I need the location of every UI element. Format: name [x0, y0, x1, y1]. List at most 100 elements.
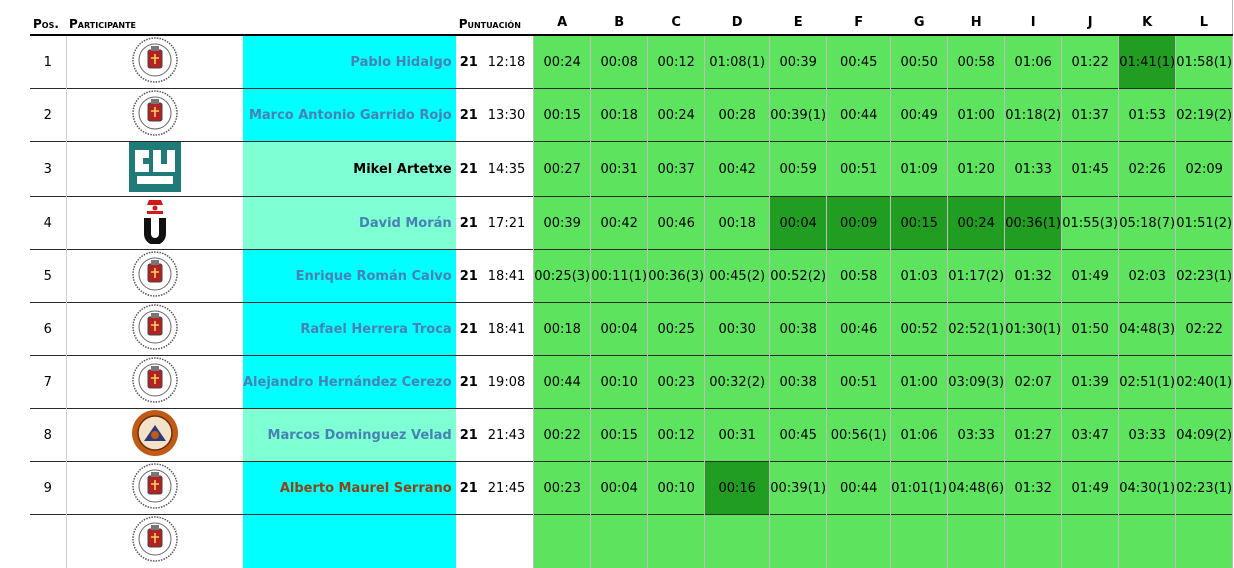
problem-cell-h: 03:33 [947, 408, 1005, 462]
participant-name[interactable]: David Morán [243, 196, 456, 250]
problem-cell-a: 00:44 [533, 355, 591, 409]
score-cell: 21 14:35 [455, 141, 534, 197]
participant-name[interactable]: Pablo Hidalgo [243, 34, 456, 89]
uned-logo-icon [66, 196, 243, 250]
problem-cell-b: 00:08 [590, 34, 648, 89]
position-cell [30, 514, 67, 568]
problem-cell-e [769, 514, 827, 568]
problem-cell-d: 00:42 [704, 141, 770, 197]
problem-cell-j: 01:37 [1061, 88, 1119, 142]
problem-cell-c: 00:23 [647, 355, 705, 409]
header-problem-c: C [647, 0, 705, 36]
header-participant: Participante [66, 0, 243, 36]
participant-name[interactable]: Marco Antonio Garrido Rojo [243, 88, 456, 142]
participant-name[interactable]: Alejandro Hernández Cerezo [243, 355, 456, 409]
ehu-logo-icon [66, 141, 243, 197]
problem-cell-j [1061, 514, 1119, 568]
problem-cell-f: 00:51 [826, 141, 891, 197]
score-cell: 21 18:41 [455, 302, 534, 356]
participant-name[interactable] [243, 514, 456, 568]
problem-cell-k: 05:18(7) [1118, 196, 1176, 250]
problem-cell-a: 00:18 [533, 302, 591, 356]
header-problem-f: F [826, 0, 891, 36]
table-row: 3 Mikel Artetxe 21 14:35 00:27 00:31 00:37 00:4… [30, 141, 1234, 197]
problem-cell-i: 01:32 [1004, 249, 1062, 303]
problem-cell-d: 01:08(1) [704, 34, 770, 89]
problem-cell-d: 00:18 [704, 196, 770, 250]
problem-cell-b: 00:04 [590, 302, 648, 356]
ucm-seal-icon [66, 249, 243, 303]
header-problem-j: J [1061, 0, 1119, 36]
header-problem-h: H [947, 0, 1005, 36]
solved-count: 21 [459, 107, 478, 123]
solved-count: 21 [459, 427, 478, 443]
table-row: 5 Enrique Román Calvo 21 18:41 00:25(3) 00:11… [30, 249, 1234, 303]
problem-cell-g: 01:06 [890, 408, 948, 462]
penalty-time: 18:41 [487, 268, 526, 284]
ucm-seal-icon [66, 514, 243, 568]
problem-cell-l: 02:23(1) [1175, 249, 1234, 303]
problem-cell-i: 02:07 [1004, 355, 1062, 409]
solved-count: 21 [459, 161, 478, 177]
problem-cell-e: 00:39(1) [769, 461, 827, 515]
table-row: 2 Marco Antonio Garrido Rojo 21 13:30 00:15 0… [30, 88, 1234, 142]
problem-cell-k: 01:41(1) [1118, 34, 1176, 89]
table-row [30, 514, 1234, 568]
table-row: 9 Alberto Maurel Serrano 21 21:45 00:23 00:04… [30, 461, 1234, 515]
header-problem-a: A [533, 0, 591, 36]
problem-cell-c [647, 514, 705, 568]
problem-cell-a: 00:24 [533, 34, 591, 89]
solved-count: 21 [459, 480, 478, 496]
problem-cell-a: 00:39 [533, 196, 591, 250]
problem-cell-i: 01:33 [1004, 141, 1062, 197]
ucm-seal-icon [66, 302, 243, 356]
position-cell: 3 [30, 141, 67, 197]
participant-name[interactable]: Alberto Maurel Serrano [243, 461, 456, 515]
solved-count: 21 [459, 374, 478, 390]
position-cell: 7 [30, 355, 67, 409]
problem-cell-b: 00:15 [590, 408, 648, 462]
problem-cell-b: 00:04 [590, 461, 648, 515]
problem-cell-j: 01:39 [1061, 355, 1119, 409]
problem-cell-l: 04:09(2) [1175, 408, 1234, 462]
problem-cell-e: 00:04 [769, 196, 827, 250]
problem-cell-f: 00:44 [826, 461, 891, 515]
problem-cell-b: 00:42 [590, 196, 648, 250]
problem-cell-l: 01:58(1) [1175, 34, 1234, 89]
penalty-time: 17:21 [487, 215, 526, 231]
problem-cell-h: 04:48(6) [947, 461, 1005, 515]
problem-cell-d: 00:31 [704, 408, 770, 462]
penalty-time: 21:43 [487, 427, 526, 443]
problem-cell-g [890, 514, 948, 568]
problem-cell-b: 00:11(1) [590, 249, 648, 303]
score-cell: 21 18:41 [455, 249, 534, 303]
problem-cell-k: 01:53 [1118, 88, 1176, 142]
problem-cell-i: 00:36(1) [1004, 196, 1062, 250]
problem-cell-c: 00:37 [647, 141, 705, 197]
problem-cell-f: 00:09 [826, 196, 891, 250]
problem-cell-k: 02:51(1) [1118, 355, 1176, 409]
problem-cell-b: 00:10 [590, 355, 648, 409]
table-row: 7 Alejandro Hernández Cerezo 21 19:08 00:44 0… [30, 355, 1234, 409]
problem-cell-i: 01:32 [1004, 461, 1062, 515]
position-cell: 1 [30, 34, 67, 89]
problem-cell-f: 00:56(1) [826, 408, 891, 462]
participant-name[interactable]: Rafael Herrera Troca [243, 302, 456, 356]
problem-cell-c: 00:12 [647, 408, 705, 462]
problem-cell-b [590, 514, 648, 568]
problem-cell-g: 00:50 [890, 34, 948, 89]
score-cell [455, 514, 534, 568]
problem-cell-f: 00:45 [826, 34, 891, 89]
participant-name[interactable]: Enrique Román Calvo [243, 249, 456, 303]
header-problem-b: B [590, 0, 648, 36]
problem-cell-e: 00:39(1) [769, 88, 827, 142]
participant-name[interactable]: Marcos Dominguez Velad [243, 408, 456, 462]
penalty-time: 13:30 [487, 107, 526, 123]
header-spacer [243, 0, 456, 35]
header-score: Puntuación [455, 0, 534, 36]
problem-cell-l [1175, 514, 1234, 568]
problem-cell-i: 01:30(1) [1004, 302, 1062, 356]
problem-cell-d: 00:28 [704, 88, 770, 142]
problem-cell-k: 04:48(3) [1118, 302, 1176, 356]
participant-name[interactable]: Mikel Artetxe [243, 141, 456, 197]
